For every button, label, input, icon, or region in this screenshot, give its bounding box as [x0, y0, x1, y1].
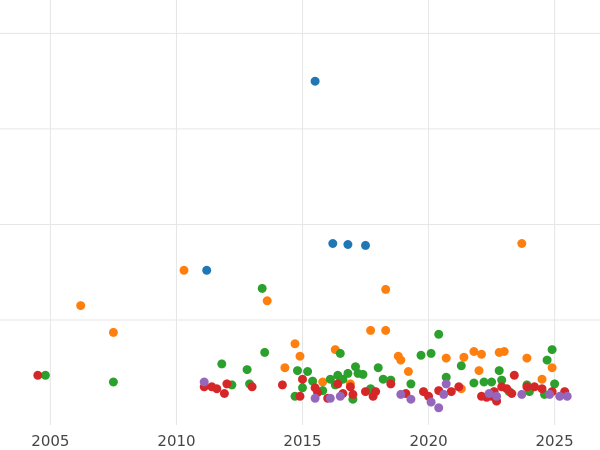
data-point [328, 239, 337, 248]
data-point [406, 379, 415, 388]
data-point [263, 296, 272, 305]
data-point [220, 389, 229, 398]
data-point [258, 284, 267, 293]
data-point [404, 367, 413, 376]
data-point [180, 266, 189, 275]
data-point [396, 390, 405, 399]
data-point [522, 354, 531, 363]
data-point [109, 378, 118, 387]
x-tick-label: 2020 [410, 432, 448, 450]
data-point [417, 351, 426, 360]
data-point [303, 367, 312, 376]
data-point [379, 375, 388, 384]
data-point [359, 370, 368, 379]
data-point [361, 241, 370, 250]
x-tick-label: 2025 [536, 432, 574, 450]
data-point [469, 379, 478, 388]
data-point [381, 285, 390, 294]
data-point [454, 382, 463, 391]
data-point [202, 266, 211, 275]
data-point [374, 363, 383, 372]
data-point [298, 383, 307, 392]
data-point [487, 378, 496, 387]
data-point [406, 395, 415, 404]
data-point [212, 384, 221, 393]
data-point [298, 375, 307, 384]
data-point [545, 390, 554, 399]
data-point [538, 375, 547, 384]
data-point [76, 301, 85, 310]
data-point [326, 394, 335, 403]
data-point [500, 347, 509, 356]
data-point [427, 398, 436, 407]
x-axis-tick-labels: 2005 2010 2015 2020 2025 [31, 432, 573, 450]
data-point [278, 380, 287, 389]
data-point [366, 326, 375, 335]
data-point [109, 328, 118, 337]
data-point [396, 356, 405, 365]
data-point [311, 394, 320, 403]
data-point [386, 379, 395, 388]
data-point [336, 392, 345, 401]
data-point [517, 239, 526, 248]
data-point [434, 403, 443, 412]
data-point [442, 354, 451, 363]
data-point [217, 359, 226, 368]
data-point [548, 345, 557, 354]
data-point [550, 379, 559, 388]
data-point [371, 387, 380, 396]
data-point [495, 366, 504, 375]
data-point [507, 389, 516, 398]
data-point [442, 379, 451, 388]
data-point [296, 392, 305, 401]
data-point [200, 378, 209, 387]
data-point [439, 390, 448, 399]
data-point [381, 326, 390, 335]
data-point [510, 371, 519, 380]
data-point [243, 365, 252, 374]
data-point [248, 382, 257, 391]
x-tick-label: 2005 [31, 432, 69, 450]
data-point [33, 371, 42, 380]
data-point [427, 349, 436, 358]
data-point [517, 390, 526, 399]
data-point [563, 392, 572, 401]
data-point [530, 382, 539, 391]
data-point [477, 350, 486, 359]
data-point [548, 363, 557, 372]
data-point [311, 77, 320, 86]
grid [0, 0, 600, 425]
data-point [333, 379, 342, 388]
data-point [222, 379, 231, 388]
data-point [348, 390, 357, 399]
data-point [343, 240, 352, 249]
data-point [260, 348, 269, 357]
data-point [457, 361, 466, 370]
data-point [475, 366, 484, 375]
x-tick-label: 2015 [283, 432, 321, 450]
x-tick-label: 2010 [157, 432, 195, 450]
data-point [280, 363, 289, 372]
data-point [361, 387, 370, 396]
data-point [434, 330, 443, 339]
data-point [492, 392, 501, 401]
data-point [543, 356, 552, 365]
data-point [336, 349, 345, 358]
data-point [291, 339, 300, 348]
data-point [538, 384, 547, 393]
data-point [459, 353, 468, 362]
data-point [293, 366, 302, 375]
data-point [296, 352, 305, 361]
data-point [343, 369, 352, 378]
